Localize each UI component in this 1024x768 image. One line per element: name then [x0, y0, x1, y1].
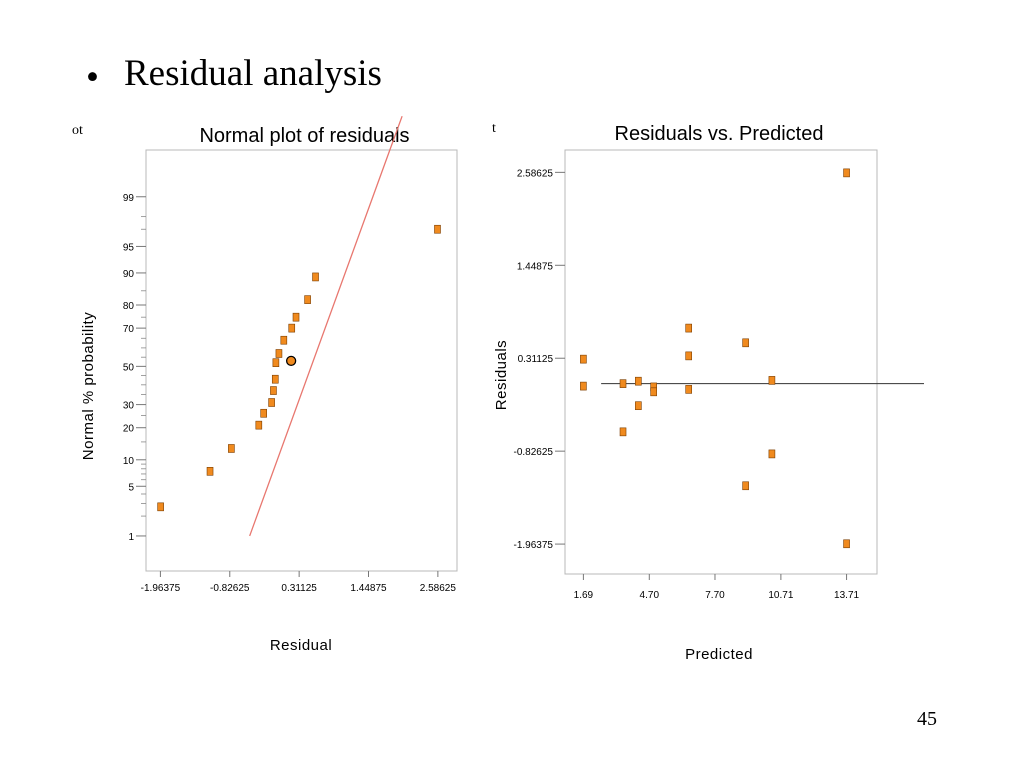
data-point: [206, 467, 214, 476]
y-tick-label: 0.31125: [518, 354, 554, 365]
chart-title: Residuals vs. Predicted: [615, 123, 824, 145]
data-point: [619, 427, 627, 437]
fit-line: [249, 115, 403, 537]
y-tick-label: 80: [123, 301, 135, 312]
x-axis-label: Predicted: [685, 646, 753, 663]
x-tick-label: 1.44875: [350, 583, 387, 594]
data-point: [742, 481, 749, 491]
data-point: [312, 272, 319, 282]
y-tick-label: 20: [123, 424, 135, 435]
y-tick-label: 90: [123, 269, 135, 280]
y-tick-label: 70: [123, 324, 135, 335]
data-point: [260, 408, 267, 418]
data-point: [635, 376, 642, 386]
data-point: [272, 358, 280, 368]
data-point: [685, 351, 693, 361]
page-number: 45: [917, 708, 937, 730]
data-point: [228, 444, 235, 453]
x-tick-label: -0.82625: [210, 583, 250, 594]
data-point: [580, 354, 587, 364]
y-tick-label: 95: [123, 242, 135, 253]
chart-title: Normal plot of residuals: [199, 125, 409, 147]
data-point: [843, 539, 850, 549]
y-tick-label: 5: [128, 482, 134, 493]
x-tick-label: 1.69: [574, 590, 594, 601]
x-tick-label: -1.96375: [141, 583, 181, 594]
slide-title: Residual analysis: [124, 53, 382, 94]
bullet-marker: •: [86, 57, 99, 98]
data-point: [742, 338, 749, 348]
y-tick-label: 30: [123, 401, 135, 412]
x-tick-label: 10.71: [768, 590, 793, 601]
data-point: [843, 168, 850, 178]
x-axis-label: Residual: [270, 637, 332, 654]
data-point: [434, 224, 441, 234]
x-tick-label: 4.70: [640, 590, 660, 601]
data-point: [619, 379, 627, 388]
highlighted-point: [285, 355, 297, 367]
x-tick-label: 2.58625: [420, 583, 457, 594]
data-point: [580, 381, 587, 391]
data-point: [268, 398, 275, 407]
data-point: [157, 502, 164, 512]
y-axis-label: Normal % probability: [80, 312, 97, 460]
x-tick-label: 13.71: [834, 590, 859, 601]
plot-frame: [564, 149, 878, 575]
y-tick-label: 50: [123, 362, 135, 373]
data-point: [635, 401, 642, 411]
data-point: [650, 387, 657, 397]
data-point: [685, 323, 693, 333]
x-tick-label: 0.31125: [281, 583, 317, 594]
y-axis-label: Residuals: [493, 340, 510, 410]
data-point: [275, 349, 283, 358]
y-tick-label: -0.82625: [514, 447, 554, 458]
y-tick-label: 2.58625: [517, 168, 554, 179]
data-point: [685, 385, 693, 394]
data-point: [271, 374, 279, 384]
y-tick-label: 10: [123, 456, 135, 467]
data-point: [304, 295, 311, 304]
data-point: [288, 323, 296, 333]
data-point: [280, 335, 288, 345]
y-tick-label: -1.96375: [514, 540, 554, 551]
y-tick-label: 99: [123, 193, 135, 204]
plot-frame: [145, 149, 458, 572]
chart1-title-fragment: ot: [72, 123, 83, 138]
y-tick-label: 1: [128, 532, 134, 543]
data-point: [255, 420, 263, 430]
x-tick-label: 7.70: [705, 590, 725, 601]
y-tick-label: 1.44875: [517, 261, 554, 272]
chart2-title-fragment: t: [492, 121, 496, 136]
data-point: [292, 312, 300, 322]
data-point: [768, 376, 776, 385]
data-point: [768, 449, 776, 459]
data-point: [270, 386, 277, 395]
